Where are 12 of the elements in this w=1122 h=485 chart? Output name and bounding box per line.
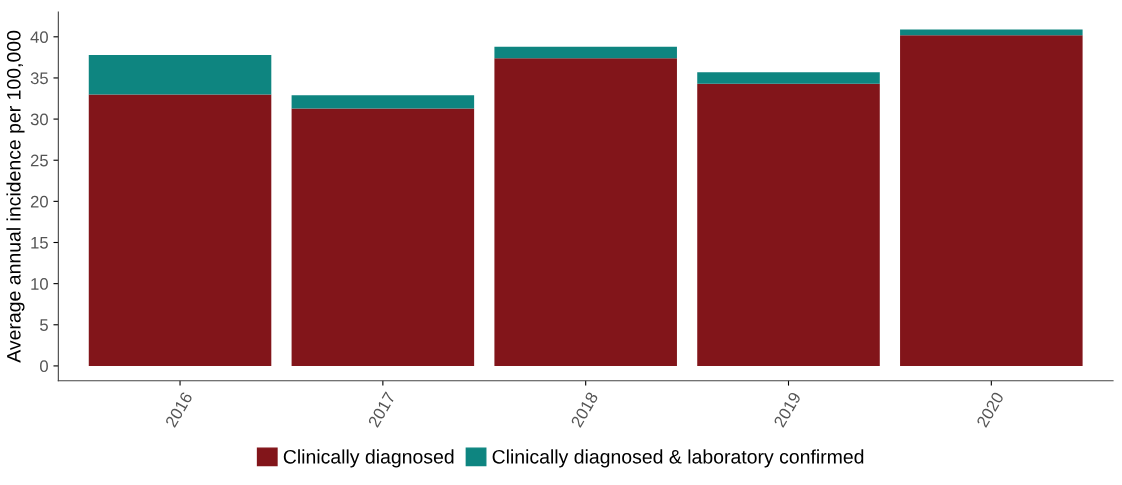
y-axis-title: Average annual incidence per 100,000 [6, 30, 25, 363]
y-tick-label: 15 [31, 237, 48, 249]
y-tick-label: 35 [30, 72, 48, 85]
legend-label: Clinically diagnosed [283, 449, 454, 468]
y-tick-label: 40 [30, 31, 48, 44]
y-tick-label: 30 [30, 113, 48, 126]
y-tick-label: 10 [31, 278, 48, 290]
legend-label: Clinically diagnosed & laboratory confirmed [492, 449, 864, 468]
y-tick-label: 20 [30, 195, 48, 208]
y-tick-label: 0 [40, 360, 48, 373]
y-tick-label: 5 [40, 319, 48, 331]
y-tick-label: 25 [30, 154, 48, 167]
